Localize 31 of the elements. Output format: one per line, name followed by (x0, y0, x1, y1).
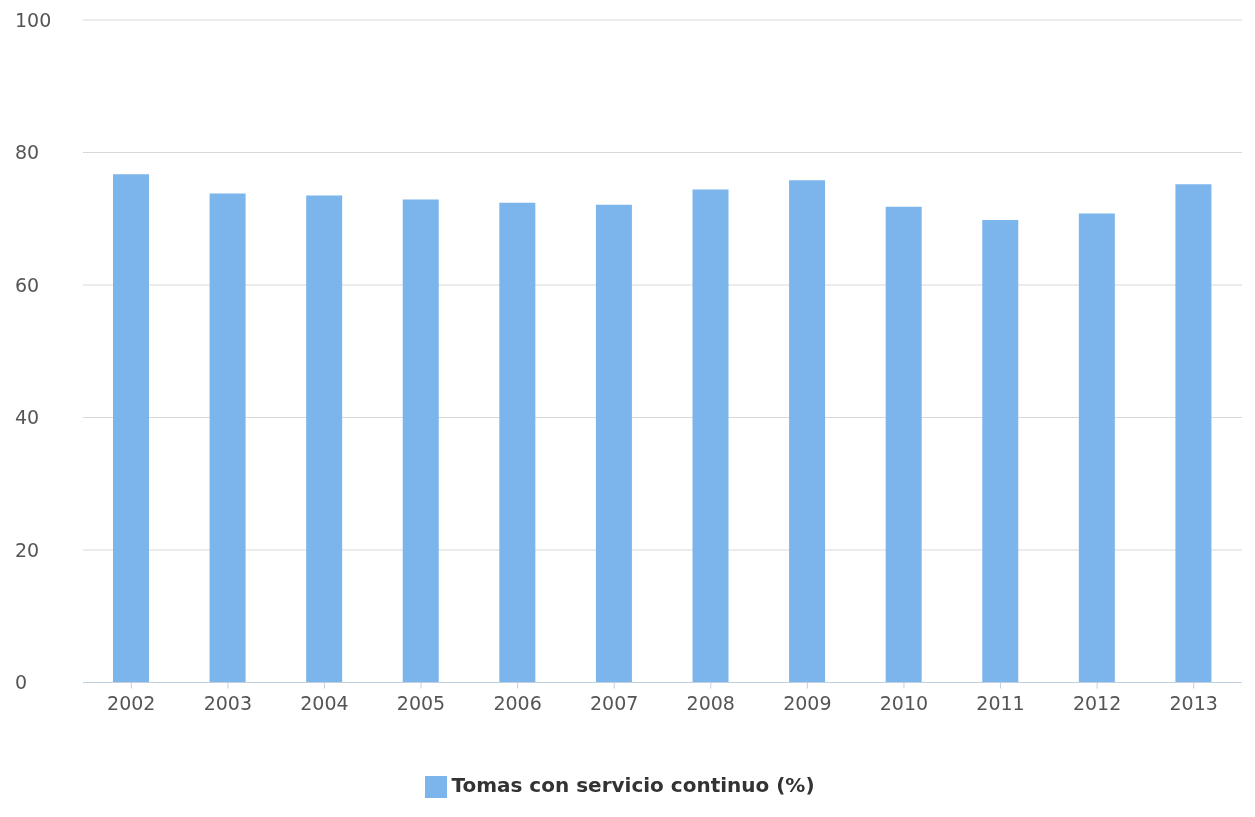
x-tick-label: 2013 (1169, 691, 1218, 714)
x-tick-label: 2004 (300, 691, 349, 714)
x-tick-label: 2008 (686, 691, 735, 714)
bar (1175, 184, 1212, 683)
x-tick-label: 2011 (976, 691, 1025, 714)
bar (789, 180, 826, 683)
x-tick-label: 2006 (493, 691, 542, 714)
bar (113, 174, 149, 683)
y-tick-label: 80 (15, 141, 40, 164)
y-tick-label: 20 (15, 538, 40, 561)
x-tick-label: 2012 (1072, 691, 1122, 714)
legend-label: Tomas con servicio continuo (%) (451, 772, 815, 797)
bar (885, 206, 922, 683)
bar (306, 195, 343, 683)
bar (499, 202, 536, 683)
x-tick-label: 2007 (590, 691, 639, 714)
y-tick-label: 40 (15, 406, 40, 429)
x-tick-label: 2010 (879, 691, 929, 714)
bar (982, 220, 1019, 683)
bar (402, 199, 439, 683)
bar (1078, 213, 1115, 683)
x-tick-label: 2005 (396, 691, 446, 714)
y-tick-label: 100 (15, 8, 52, 31)
bar (595, 204, 632, 683)
y-tick-label: 0 (15, 671, 28, 694)
x-tick-label: 2003 (203, 691, 253, 714)
x-tick-label: 2002 (107, 691, 156, 714)
y-tick-label: 60 (15, 273, 40, 296)
bar (692, 189, 729, 683)
x-tick-label: 2009 (783, 691, 832, 714)
bar (209, 193, 246, 683)
